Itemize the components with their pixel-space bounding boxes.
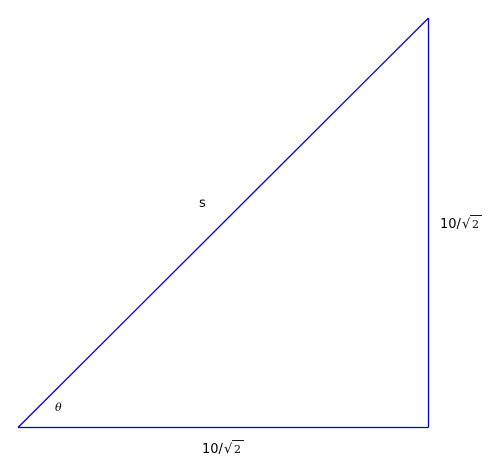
angle-label: θ [55, 401, 62, 414]
horizontal-leg-numerator: 10/ [202, 442, 224, 457]
vertical-leg-numerator: 10/ [440, 217, 462, 232]
hypotenuse-edge [17, 17, 429, 428]
vertical-leg-radical: √ [462, 217, 471, 232]
vertical-leg-label: 10/ √ 2 [440, 215, 482, 232]
horizontal-leg-label: 10/ √ 2 [202, 440, 244, 457]
horizontal-leg-radicand: 2 [234, 443, 241, 456]
vertical-leg-radicand: 2 [472, 218, 479, 231]
horizontal-leg-radical: √ [224, 442, 233, 457]
hypotenuse-label: s [199, 196, 206, 211]
